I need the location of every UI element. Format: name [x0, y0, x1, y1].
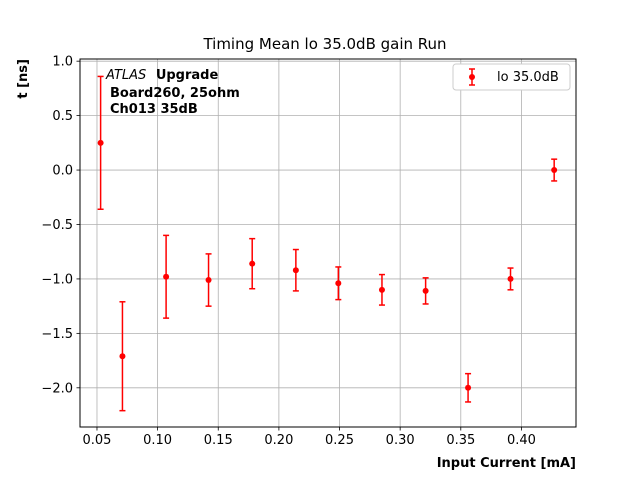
data-layer — [97, 75, 558, 412]
x-axis-label: Input Current [mA] — [437, 456, 576, 471]
data-point — [119, 353, 126, 360]
annotation: ATLAS Upgrade Board260, 25ohm Ch013 35dB — [105, 68, 240, 117]
data-point — [335, 280, 342, 287]
legend-marker — [469, 68, 475, 86]
data-point — [378, 286, 385, 293]
plot-frame — [79, 58, 577, 428]
y-tick-label: 1.0 — [52, 55, 73, 70]
y-tick-label: 0.5 — [52, 109, 73, 124]
annotation-line-3: Ch013 35dB — [110, 102, 198, 117]
y-axis-label: t [ns] — [16, 59, 31, 99]
annotation-line-2: Board260, 25ohm — [110, 86, 240, 101]
x-tick-label: 0.30 — [386, 433, 415, 448]
legend: lo 35.0dB — [452, 63, 571, 91]
annotation-atlas: ATLAS — [105, 68, 146, 83]
x-tick-label: 0.15 — [204, 433, 233, 448]
y-tick-label: −2.0 — [41, 381, 73, 396]
legend-point — [469, 74, 475, 80]
legend-box — [452, 63, 571, 91]
data-point — [507, 275, 514, 282]
x-tick-label: 0.10 — [143, 433, 172, 448]
data-point — [422, 287, 429, 294]
chart-title: Timing Mean lo 35.0dB gain Run — [202, 35, 446, 53]
legend-label: lo 35.0dB — [497, 70, 559, 85]
data-point — [249, 260, 256, 267]
y-tick-label: −0.5 — [41, 218, 73, 233]
ticks: 0.05 0.10 0.15 0.20 0.25 0.30 0.35 0.40 1.0 0.5 0.… — [41, 55, 535, 448]
annotation-line-1: ATLAS Upgrade — [105, 68, 218, 83]
x-tick-label: 0.05 — [83, 433, 112, 448]
x-tick-label: 0.40 — [507, 433, 536, 448]
y-tick-label: −1.0 — [41, 272, 73, 287]
data-point — [163, 273, 170, 280]
x-tick-label: 0.20 — [264, 433, 293, 448]
data-point — [465, 384, 472, 391]
data-point — [551, 167, 558, 174]
data-point — [205, 277, 212, 284]
data-point — [97, 139, 104, 146]
x-tick-label: 0.25 — [325, 433, 354, 448]
x-tick-label: 0.35 — [446, 433, 475, 448]
y-tick-label: 0.0 — [52, 164, 73, 179]
annotation-upgrade: Upgrade — [156, 68, 219, 83]
data-point — [292, 267, 299, 274]
grid — [80, 59, 576, 427]
y-tick-label: −1.5 — [41, 327, 73, 342]
